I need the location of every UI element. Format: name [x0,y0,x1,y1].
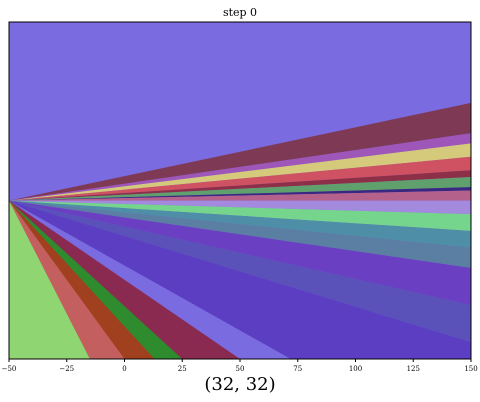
fan-region [9,190,471,201]
x-axis: −50 −25 0 25 50 75 100 125 150 [2,359,478,373]
x-tick-label: 50 [236,365,245,373]
fan-region [9,200,471,306]
fan-region-bottom [9,200,471,359]
fan-region [9,200,471,343]
fan-region [9,200,471,231]
fan-region [9,102,471,201]
fan-region-bottom [9,200,90,359]
fan-regions [9,102,471,359]
x-tick-label: 100 [349,365,362,373]
x-tick-label: 125 [407,365,420,373]
x-tick-label: 25 [178,365,187,373]
fan-region [9,133,471,201]
fan-region [9,143,471,201]
fan-region [9,200,471,215]
fan-region [9,187,471,201]
caption: (32, 32) [204,374,275,395]
x-tick-label: −25 [59,365,74,373]
x-tick-label: −50 [2,365,17,373]
fan-region [9,170,471,201]
chart-title: step 0 [223,6,257,19]
plot-area [8,21,472,360]
x-tick-label: 75 [293,365,302,373]
fan-region [9,177,471,201]
x-tick-label: 150 [464,365,477,373]
fan-region [9,200,471,269]
fan-region [9,156,471,201]
x-tick-label: 0 [122,365,126,373]
